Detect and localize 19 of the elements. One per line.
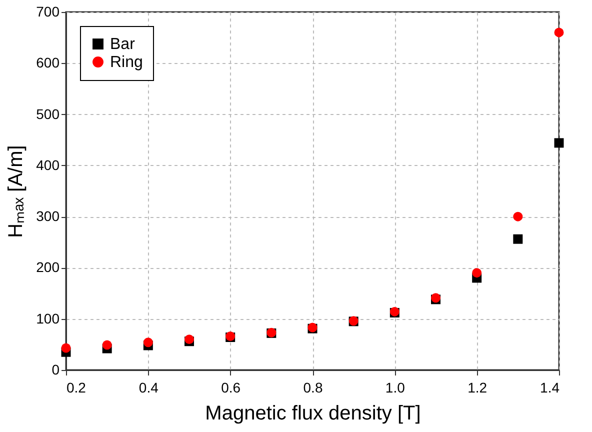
y-tick-label: 200 xyxy=(36,259,60,276)
x-tick-label: 1.0 xyxy=(385,380,406,396)
x-tick-label: 0.4 xyxy=(138,380,159,396)
y-tick-label: 400 xyxy=(36,156,60,173)
y-tick-label: 600 xyxy=(36,54,60,71)
x-tick-label: 0.2 xyxy=(66,380,86,396)
x-tick-label: 1.4 xyxy=(540,380,560,396)
y-tick-label: 700 xyxy=(36,4,60,20)
legend-label: Ring xyxy=(110,54,143,71)
legend-label: Bar xyxy=(110,36,136,53)
x-tick-label: 0.8 xyxy=(303,380,323,396)
x-tick-label: 0.6 xyxy=(221,380,241,396)
y-tick-label: 0 xyxy=(52,362,60,378)
y-tick-label: 100 xyxy=(36,310,60,326)
y-tick-label: 500 xyxy=(36,106,60,122)
x-tick-label: 1.2 xyxy=(468,380,488,396)
y-axis-title: Hₘₐₓ [A/m] xyxy=(5,145,28,238)
y-tick-label: 300 xyxy=(36,208,60,224)
x-axis-title: Magnetic flux density [T] xyxy=(205,402,421,424)
